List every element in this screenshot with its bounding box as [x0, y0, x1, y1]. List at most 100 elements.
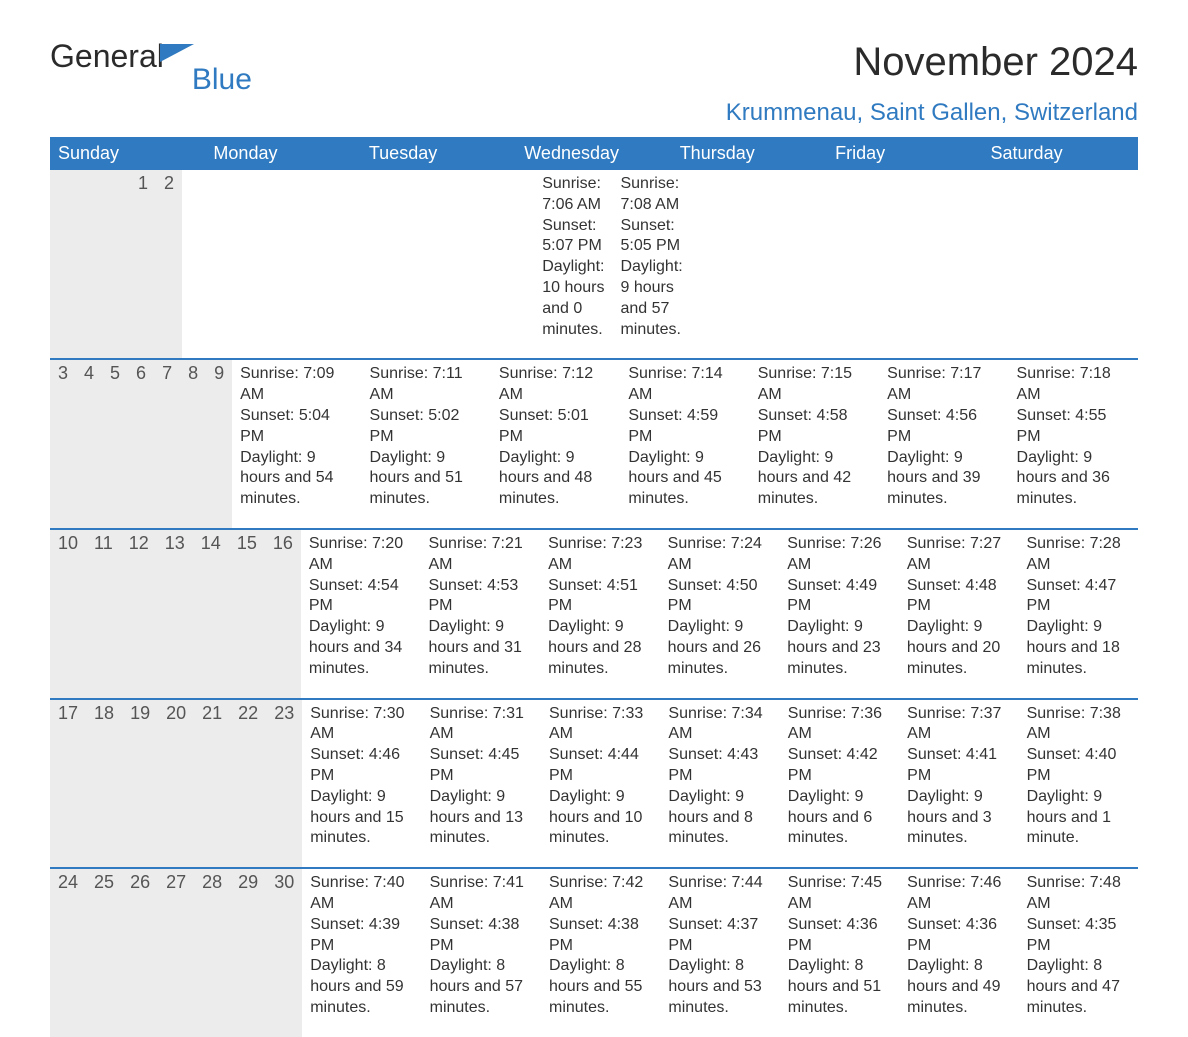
day-number: 1: [130, 170, 156, 358]
calendar-cell-body: Sunrise: 7:23 AMSunset: 4:51 PMDaylight:…: [540, 530, 660, 680]
daylight-line: Daylight: 9 hours and 10 minutes.: [549, 787, 652, 849]
sunrise-line: Sunrise: 7:37 AM: [907, 704, 1010, 746]
sunset-line: Sunset: 4:50 PM: [668, 576, 772, 618]
daylight-line: Daylight: 10 hours and 0 minutes.: [542, 257, 604, 340]
day-number: 7: [154, 360, 180, 528]
daylight-line: Daylight: 9 hours and 34 minutes.: [309, 617, 413, 679]
daylight-line: Daylight: 9 hours and 54 minutes.: [240, 448, 353, 510]
calendar-cell: Sunrise: 7:28 AMSunset: 4:47 PMDaylight:…: [1018, 530, 1138, 698]
day-number: 24: [50, 869, 86, 1037]
calendar-cell: Sunrise: 7:12 AMSunset: 5:01 PMDaylight:…: [491, 360, 620, 528]
calendar-week-row: 24252627282930Sunrise: 7:40 AMSunset: 4:…: [50, 867, 1138, 1037]
calendar-cell: Sunrise: 7:26 AMSunset: 4:49 PMDaylight:…: [779, 530, 899, 698]
calendar-cell: [464, 170, 534, 358]
sunrise-line: Sunrise: 7:09 AM: [240, 364, 353, 406]
calendar-cell: Sunrise: 7:14 AMSunset: 4:59 PMDaylight:…: [620, 360, 749, 528]
daylight-line: Daylight: 8 hours and 53 minutes.: [668, 956, 771, 1018]
calendar-cell: [393, 170, 463, 358]
calendar-cell: Sunrise: 7:42 AMSunset: 4:38 PMDaylight:…: [541, 869, 660, 1037]
sunrise-line: Sunrise: 7:21 AM: [428, 534, 532, 576]
sunset-line: Sunset: 4:49 PM: [787, 576, 891, 618]
sunrise-line: Sunrise: 7:08 AM: [620, 174, 682, 216]
daylight-line: Daylight: 9 hours and 31 minutes.: [428, 617, 532, 679]
sunrise-line: Sunrise: 7:12 AM: [499, 364, 612, 406]
sunrise-line: Sunrise: 7:23 AM: [548, 534, 652, 576]
sunset-line: Sunset: 5:01 PM: [499, 406, 612, 448]
sunset-line: Sunset: 4:55 PM: [1017, 406, 1130, 448]
sunset-line: Sunset: 4:44 PM: [549, 745, 652, 787]
day-number: 27: [158, 869, 194, 1037]
sunrise-line: Sunrise: 7:11 AM: [370, 364, 483, 406]
sunset-line: Sunset: 4:58 PM: [758, 406, 871, 448]
sunset-line: Sunset: 5:04 PM: [240, 406, 353, 448]
sunrise-line: Sunrise: 7:46 AM: [907, 873, 1010, 915]
daylight-line: Daylight: 8 hours and 55 minutes.: [549, 956, 652, 1018]
day-number: 28: [194, 869, 230, 1037]
daylight-line: Daylight: 9 hours and 42 minutes.: [758, 448, 871, 510]
calendar-cell: Sunrise: 7:40 AMSunset: 4:39 PMDaylight:…: [302, 869, 421, 1037]
daylight-line: Daylight: 9 hours and 6 minutes.: [788, 787, 891, 849]
daylight-line: Daylight: 9 hours and 28 minutes.: [548, 617, 652, 679]
calendar-cell-body: Sunrise: 7:30 AMSunset: 4:46 PMDaylight:…: [302, 700, 421, 850]
calendar-header-cell: Monday: [205, 137, 360, 170]
sunrise-line: Sunrise: 7:33 AM: [549, 704, 652, 746]
day-number: 17: [50, 700, 86, 868]
daylight-line: Daylight: 8 hours and 57 minutes.: [430, 956, 533, 1018]
title-location: Krummenau, Saint Gallen, Switzerland: [726, 99, 1138, 127]
day-number: 10: [50, 530, 86, 698]
sunset-line: Sunset: 4:47 PM: [1026, 576, 1130, 618]
sunrise-line: Sunrise: 7:27 AM: [907, 534, 1011, 576]
day-number: 18: [86, 700, 122, 868]
sunrise-line: Sunrise: 7:48 AM: [1027, 873, 1130, 915]
sunrise-line: Sunrise: 7:26 AM: [787, 534, 891, 576]
daynum-band: 3456789: [50, 360, 232, 528]
calendar-cell-body: Sunrise: 7:42 AMSunset: 4:38 PMDaylight:…: [541, 869, 660, 1019]
day-number: 4: [76, 360, 102, 528]
day-number: 13: [157, 530, 193, 698]
daynum-band: 24252627282930: [50, 869, 302, 1037]
calendar-cell-body: Sunrise: 7:18 AMSunset: 4:55 PMDaylight:…: [1009, 360, 1138, 510]
title-block: November 2024 Krummenau, Saint Gallen, S…: [726, 40, 1138, 127]
daylight-line: Daylight: 9 hours and 15 minutes.: [310, 787, 413, 849]
calendar-cell: Sunrise: 7:38 AMSunset: 4:40 PMDaylight:…: [1019, 700, 1138, 868]
calendar-cell-body: Sunrise: 7:14 AMSunset: 4:59 PMDaylight:…: [620, 360, 749, 510]
calendar-cell: [252, 170, 322, 358]
sunrise-line: Sunrise: 7:34 AM: [668, 704, 771, 746]
day-number: 19: [122, 700, 158, 868]
calendar-cell: [323, 170, 393, 358]
header: General Blue November 2024 Krummenau, Sa…: [50, 40, 1138, 127]
day-number: 5: [102, 360, 128, 528]
daylight-line: Daylight: 9 hours and 18 minutes.: [1026, 617, 1130, 679]
logo-word-blue: Blue: [192, 63, 252, 96]
calendar-header-cell: Wednesday: [516, 137, 671, 170]
sunrise-line: Sunrise: 7:14 AM: [628, 364, 741, 406]
calendar-cell: Sunrise: 7:17 AMSunset: 4:56 PMDaylight:…: [879, 360, 1008, 528]
sunset-line: Sunset: 4:53 PM: [428, 576, 532, 618]
calendar-cell: Sunrise: 7:20 AMSunset: 4:54 PMDaylight:…: [301, 530, 421, 698]
sunset-line: Sunset: 4:36 PM: [788, 915, 891, 957]
day-number: 2: [156, 170, 182, 358]
day-number: 23: [266, 700, 302, 868]
sunrise-line: Sunrise: 7:24 AM: [668, 534, 772, 576]
calendar-cell-body: Sunrise: 7:34 AMSunset: 4:43 PMDaylight:…: [660, 700, 779, 850]
daylight-line: Daylight: 8 hours and 51 minutes.: [788, 956, 891, 1018]
logo-word-general: General: [50, 40, 164, 72]
daylight-line: Daylight: 9 hours and 57 minutes.: [620, 257, 682, 340]
calendar-cell: Sunrise: 7:45 AMSunset: 4:36 PMDaylight:…: [780, 869, 899, 1037]
sunset-line: Sunset: 5:07 PM: [542, 216, 604, 258]
calendar-cell-body: Sunrise: 7:45 AMSunset: 4:36 PMDaylight:…: [780, 869, 899, 1019]
calendar-header-cell: Thursday: [672, 137, 827, 170]
day-number: [82, 170, 98, 358]
calendar-cell: Sunrise: 7:31 AMSunset: 4:45 PMDaylight:…: [422, 700, 541, 868]
calendar-cell-body: Sunrise: 7:44 AMSunset: 4:37 PMDaylight:…: [660, 869, 779, 1019]
calendar-cell: [182, 170, 252, 358]
daynum-band: 10111213141516: [50, 530, 301, 698]
calendar-cell-body: Sunrise: 7:41 AMSunset: 4:38 PMDaylight:…: [422, 869, 541, 1019]
calendar-cell-body: Sunrise: 7:21 AMSunset: 4:53 PMDaylight:…: [420, 530, 540, 680]
calendar-cell-body: Sunrise: 7:24 AMSunset: 4:50 PMDaylight:…: [660, 530, 780, 680]
sunset-line: Sunset: 4:36 PM: [907, 915, 1010, 957]
sunset-line: Sunset: 4:54 PM: [309, 576, 413, 618]
daylight-line: Daylight: 9 hours and 39 minutes.: [887, 448, 1000, 510]
calendar-cell: Sunrise: 7:06 AMSunset: 5:07 PMDaylight:…: [534, 170, 612, 358]
daylight-line: Daylight: 9 hours and 23 minutes.: [787, 617, 891, 679]
